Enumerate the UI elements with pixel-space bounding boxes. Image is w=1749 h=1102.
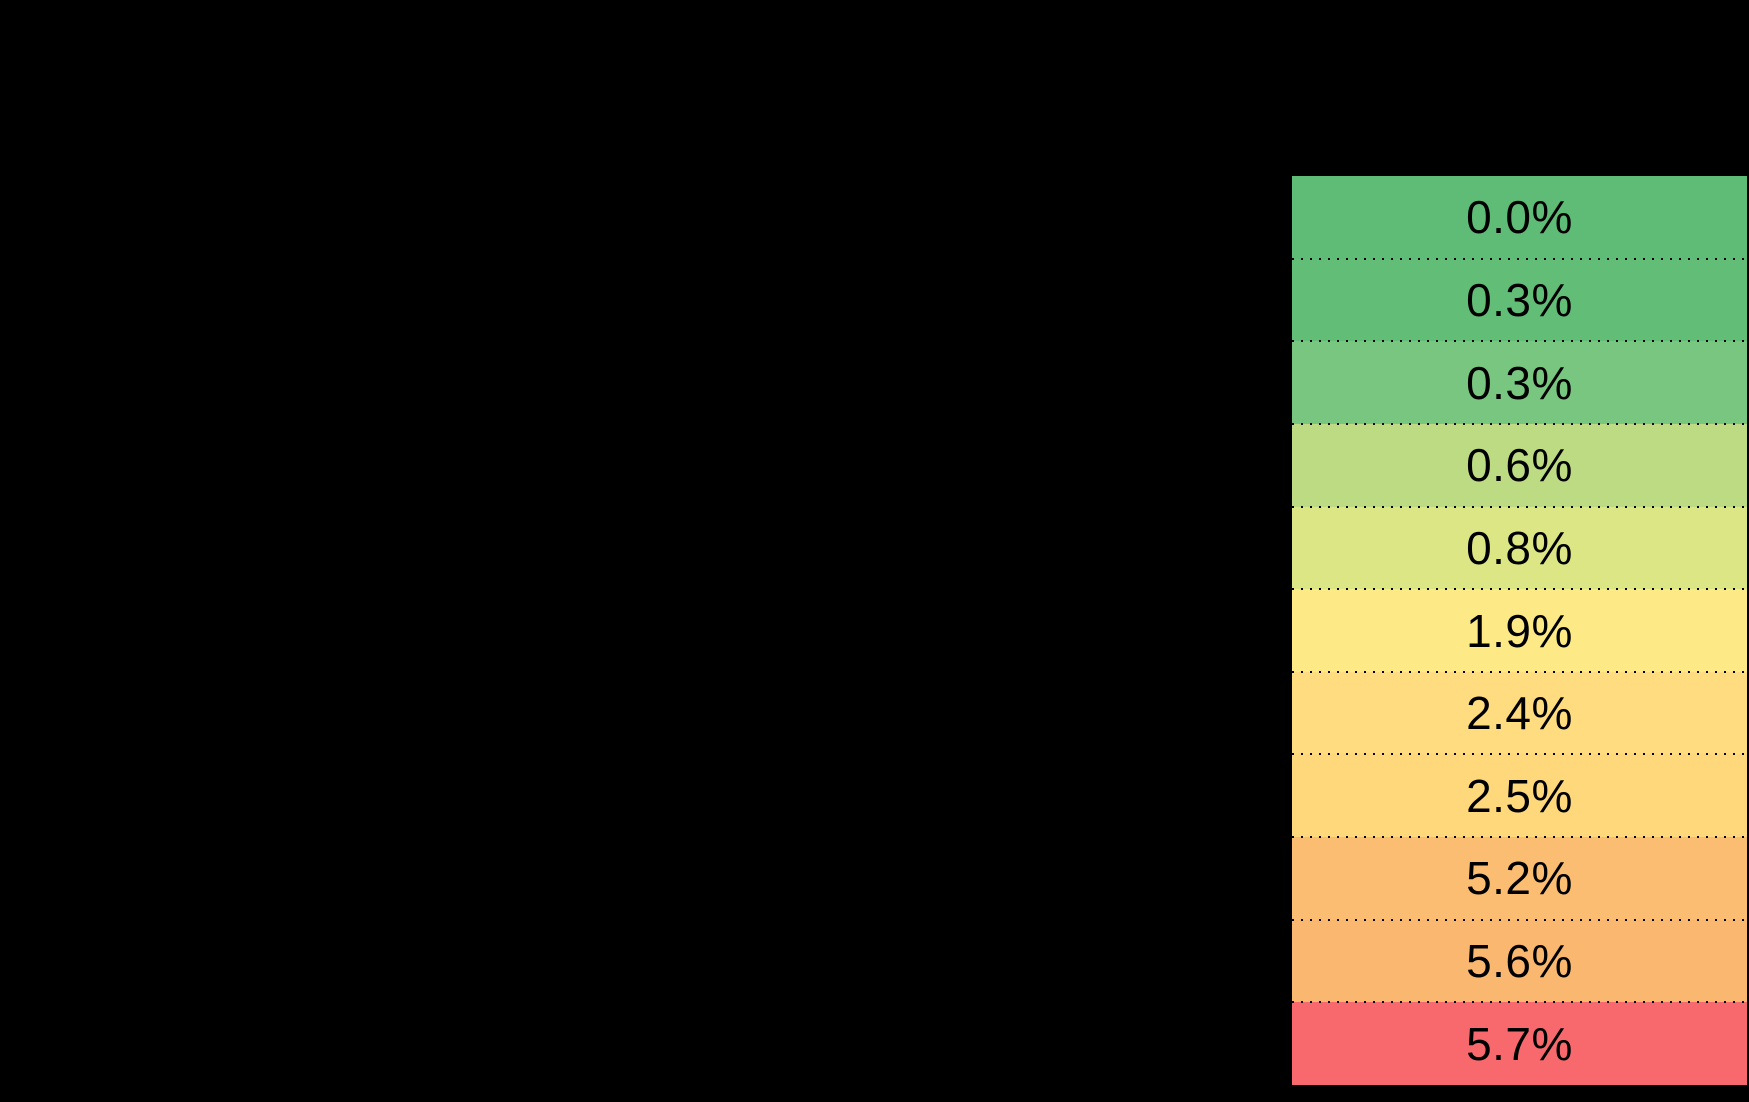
heat-cell: 0.8% (1292, 505, 1747, 590)
heat-cell: 1.9% (1292, 588, 1747, 672)
cell-value-label: 0.0% (1466, 191, 1573, 244)
cell-value-label: 0.6% (1466, 439, 1573, 492)
cell-value-label: 0.8% (1466, 521, 1573, 574)
heat-cell: 0.3% (1292, 340, 1747, 424)
heat-cell: 0.3% (1292, 257, 1747, 342)
heat-cell: 5.2% (1292, 836, 1747, 920)
cell-value-label: 2.5% (1466, 769, 1573, 822)
heatmap-column: 0.0% 0.3% 0.3% 0.6% 0.8% 1.9% 2.4% 2.5% 5.2% 5.6%… (1290, 174, 1749, 1086)
cell-value-label: 1.9% (1466, 604, 1573, 657)
heat-cell: 0.0% (1292, 176, 1747, 259)
cell-value-label: 2.4% (1466, 687, 1573, 740)
heat-cell: 2.5% (1292, 753, 1747, 838)
cell-value-label: 5.6% (1466, 935, 1573, 988)
heat-cell: 5.7% (1292, 1001, 1747, 1086)
heat-cell: 0.6% (1292, 422, 1747, 507)
cell-value-label: 5.7% (1466, 1017, 1573, 1070)
cell-value-label: 0.3% (1466, 356, 1573, 409)
cell-value-label: 0.3% (1466, 273, 1573, 326)
cell-value-label: 5.2% (1466, 852, 1573, 905)
heat-cell: 5.6% (1292, 918, 1747, 1003)
heat-cell: 2.4% (1292, 670, 1747, 755)
